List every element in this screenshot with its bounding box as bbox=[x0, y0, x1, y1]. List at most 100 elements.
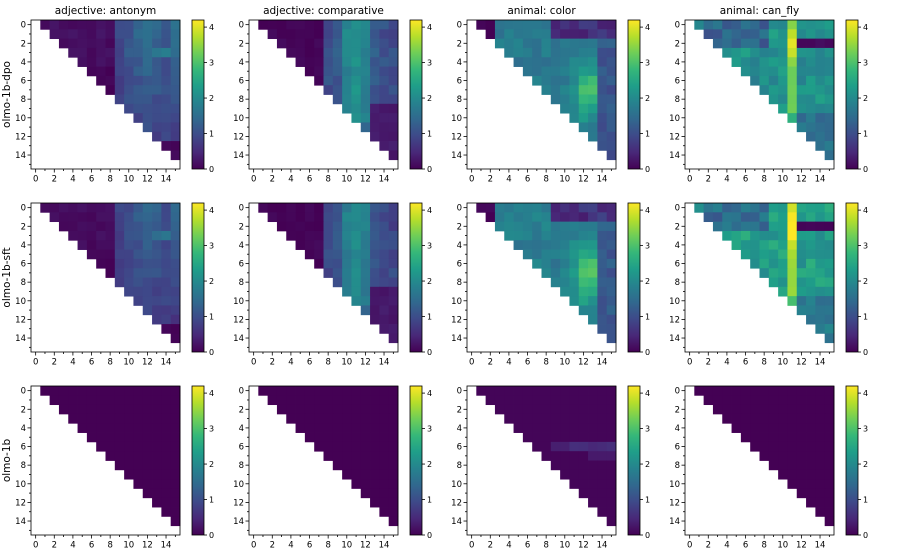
heatmap-cell bbox=[323, 66, 334, 77]
heatmap-cell bbox=[578, 479, 589, 489]
heatmap-cell bbox=[379, 395, 390, 406]
heatmap-cell bbox=[170, 268, 181, 278]
heatmap-cell bbox=[806, 29, 816, 40]
heatmap-cell bbox=[588, 66, 598, 77]
heatmap-cell bbox=[360, 423, 371, 433]
heatmap-cell bbox=[569, 423, 580, 433]
colorbar-tick-label: 1 bbox=[645, 130, 650, 139]
colorbar-tick-label: 2 bbox=[863, 460, 868, 469]
heatmap-cell bbox=[560, 258, 570, 269]
row-label-0: olmo-1b-dpo bbox=[1, 61, 13, 128]
heatmap-cell bbox=[388, 131, 399, 142]
heatmap-cell bbox=[778, 240, 788, 250]
heatmap-cell bbox=[133, 85, 144, 95]
heatmap-cell bbox=[388, 122, 399, 133]
heatmap-cell bbox=[824, 516, 835, 527]
heatmap-cell bbox=[142, 441, 153, 452]
x-tick-label: 4 bbox=[70, 175, 75, 185]
heatmap-cell bbox=[768, 240, 779, 250]
x-tick-label: 4 bbox=[288, 358, 293, 368]
y-tick-label: 6 bbox=[457, 260, 462, 270]
heatmap-cell bbox=[276, 404, 287, 415]
heatmap-cell bbox=[351, 38, 362, 49]
x-tick-label: 0 bbox=[251, 358, 256, 368]
heatmap-cell bbox=[58, 38, 69, 49]
heatmap-cell bbox=[731, 230, 742, 241]
heatmap-cell bbox=[597, 404, 608, 415]
heatmap-cell bbox=[379, 75, 390, 86]
heatmap-cell bbox=[759, 404, 770, 415]
heatmap-cell bbox=[170, 38, 181, 49]
x-tick-label: 2 bbox=[706, 175, 711, 185]
x-tick-label: 10 bbox=[123, 358, 134, 368]
heatmap-cell bbox=[815, 277, 826, 288]
heatmap-cell bbox=[796, 441, 807, 452]
heatmap-cell bbox=[295, 240, 306, 250]
heatmap-cell bbox=[304, 230, 315, 241]
heatmap-cell bbox=[597, 75, 608, 86]
heatmap-cell bbox=[740, 240, 751, 250]
heatmap-cell bbox=[124, 29, 134, 40]
heatmap-cell bbox=[597, 469, 608, 480]
heatmap-cell bbox=[314, 66, 324, 77]
heatmap-cell bbox=[133, 423, 144, 433]
x-tick-label: 4 bbox=[70, 358, 75, 368]
heatmap-cell bbox=[379, 221, 390, 232]
heatmap-cell bbox=[96, 57, 106, 67]
heatmap-cell bbox=[114, 258, 125, 269]
heatmap-cell bbox=[597, 479, 608, 489]
y-tick-label: 6 bbox=[21, 260, 26, 270]
heatmap-frame bbox=[30, 19, 181, 170]
heatmap-cell bbox=[133, 29, 144, 40]
heatmap-cell bbox=[532, 441, 542, 452]
heatmap-cell bbox=[578, 113, 589, 123]
heatmap-cell bbox=[504, 47, 514, 58]
heatmap-cell bbox=[740, 386, 751, 396]
heatmap-cell bbox=[796, 66, 807, 77]
heatmap-cell bbox=[750, 57, 760, 67]
heatmap-cell bbox=[133, 203, 144, 213]
heatmap-cell bbox=[295, 57, 306, 67]
heatmap-cell bbox=[597, 85, 608, 95]
heatmap-cell bbox=[606, 75, 617, 86]
heatmap-cell bbox=[550, 413, 561, 424]
heatmap-cell bbox=[550, 395, 561, 406]
heatmap-cell bbox=[161, 432, 172, 443]
heatmap-cell bbox=[787, 240, 798, 250]
heatmap-cell bbox=[58, 29, 69, 40]
heatmap-cell bbox=[77, 386, 88, 396]
heatmap-cell bbox=[824, 249, 835, 260]
heatmap-cell bbox=[388, 221, 399, 232]
heatmap-cell bbox=[304, 38, 315, 49]
heatmap-cell bbox=[722, 38, 732, 49]
heatmap-cell bbox=[569, 432, 580, 443]
heatmap-cell bbox=[351, 94, 362, 105]
heatmap-cell bbox=[550, 57, 561, 67]
heatmap-cell bbox=[304, 413, 315, 424]
y-tick-label: 10 bbox=[669, 480, 680, 490]
heatmap-cell bbox=[142, 460, 153, 471]
heatmap-cell bbox=[258, 20, 269, 30]
heatmap-cell bbox=[133, 240, 144, 250]
heatmap-cell bbox=[86, 423, 97, 433]
heatmap-cell bbox=[597, 141, 608, 151]
y-tick-label: 4 bbox=[457, 424, 462, 434]
heatmap-cell bbox=[778, 395, 788, 406]
heatmap-cell bbox=[388, 141, 399, 151]
heatmap-cell bbox=[133, 212, 144, 223]
heatmap-cell bbox=[578, 451, 589, 461]
x-tick-label: 2 bbox=[488, 358, 493, 368]
heatmap-cell bbox=[388, 203, 399, 213]
heatmap-cell bbox=[379, 404, 390, 415]
heatmap-cell bbox=[388, 404, 399, 415]
heatmap-cell bbox=[267, 386, 278, 396]
heatmap-cell bbox=[360, 20, 371, 30]
heatmap-cell bbox=[740, 230, 751, 241]
heatmap-cell bbox=[750, 203, 760, 213]
heatmap-cell bbox=[360, 460, 371, 471]
heatmap-cell bbox=[295, 29, 306, 40]
heatmap-cell bbox=[86, 404, 97, 415]
x-tick-label: 6 bbox=[743, 175, 748, 185]
heatmap-cell bbox=[731, 395, 742, 406]
heatmap-cell bbox=[105, 221, 116, 232]
